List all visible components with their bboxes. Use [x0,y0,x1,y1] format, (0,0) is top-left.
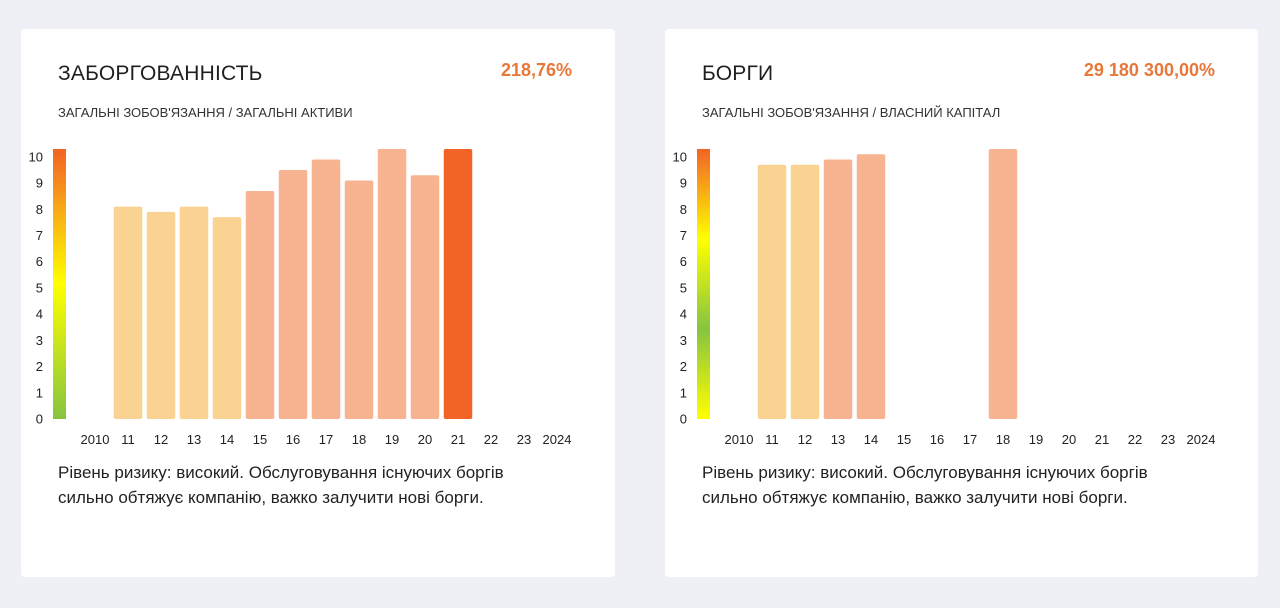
y-tick-label: 10 [29,149,43,164]
card-value: 218,76% [500,60,572,80]
card-title: БОРГИ [702,62,774,85]
x-tick-label: 23 [517,432,531,447]
x-tick-label: 22 [1128,432,1142,447]
bar [377,149,407,419]
bar [988,149,1018,419]
y-tick-label: 9 [680,176,687,191]
x-tick-label: 17 [963,432,977,447]
risk-scale-bar [53,149,66,419]
bar [856,154,886,419]
bar [113,206,143,419]
risk-description: Рівень ризику: високий. Обслуговування і… [702,463,1148,507]
y-tick-label: 2 [36,359,43,374]
y-tick-label: 7 [680,228,687,243]
x-tick-label: 18 [996,432,1010,447]
y-tick-label: 3 [680,333,687,348]
bar-chart: 0 1 2 3 4 5 6 7 8 9 10 2010 11 12 13 14 15 16 17 18 19 20 21 22… [665,139,1259,459]
bar [245,190,275,419]
y-tick-label: 1 [36,385,43,400]
x-tick-label: 15 [253,432,267,447]
risk-description: Рівень ризику: високий. Обслуговування і… [58,463,504,507]
y-tick-label: 10 [673,149,687,164]
x-tick-label: 2010 [725,432,754,447]
y-tick-label: 8 [680,202,687,217]
x-tick-label: 13 [831,432,845,447]
y-tick-label: 0 [680,412,687,427]
x-tick-label: 12 [798,432,812,447]
x-tick-label: 20 [418,432,432,447]
bar [212,217,242,419]
x-tick-label: 2010 [81,432,110,447]
x-tick-label: 16 [930,432,944,447]
bar [443,149,473,419]
bar-chart: 0 1 2 3 4 5 6 7 8 9 10 2010 11 12 13 14 15 16 17 18 19 20 21 22… [21,139,615,459]
x-tick-label: 21 [1095,432,1109,447]
card-title: ЗАБОРГОВАННІСТЬ [58,62,263,85]
x-tick-label: 14 [864,432,878,447]
x-tick-label: 14 [220,432,234,447]
x-tick-label: 21 [451,432,465,447]
y-tick-label: 7 [36,228,43,243]
y-tick-label: 6 [36,254,43,269]
x-tick-label: 23 [1161,432,1175,447]
bar [410,175,440,419]
y-tick-label: 0 [36,412,43,427]
x-tick-label: 2024 [543,432,572,447]
y-tick-label: 9 [36,176,43,191]
x-tick-label: 12 [154,432,168,447]
x-tick-label: 11 [765,432,779,447]
y-tick-label: 4 [680,307,687,322]
x-tick-label: 22 [484,432,498,447]
x-tick-label: 11 [121,432,135,447]
bar [311,159,341,419]
bar [146,211,176,419]
y-tick-label: 3 [36,333,43,348]
y-tick-label: 5 [36,280,43,295]
bar [179,206,209,419]
card-subtitle: ЗАГАЛЬНІ ЗОБОВ'ЯЗАННЯ / ЗАГАЛЬНІ АКТИВИ [58,105,353,120]
x-tick-label: 20 [1062,432,1076,447]
x-tick-label: 15 [897,432,911,447]
card-value: 29 180 300,00% [1083,60,1215,80]
bar [278,169,308,419]
y-tick-label: 2 [680,359,687,374]
bar [757,164,787,419]
y-tick-label: 4 [36,307,43,322]
x-tick-label: 19 [1029,432,1043,447]
x-tick-label: 2024 [1187,432,1216,447]
debt-ratio-card: ЗАБОРГОВАННІСТЬ 218,76% ЗАГАЛЬНІ ЗОБОВ'Я… [21,29,615,577]
x-tick-label: 16 [286,432,300,447]
risk-scale-bar [697,149,710,419]
card-subtitle: ЗАГАЛЬНІ ЗОБОВ'ЯЗАННЯ / ВЛАСНИЙ КАПІТАЛ [702,105,1001,120]
y-tick-label: 8 [36,202,43,217]
x-tick-label: 17 [319,432,333,447]
x-tick-label: 19 [385,432,399,447]
bar [790,164,820,419]
y-tick-label: 5 [680,280,687,295]
x-tick-label: 18 [352,432,366,447]
bar [344,180,374,419]
x-tick-label: 13 [187,432,201,447]
debt-equity-card: БОРГИ 29 180 300,00% ЗАГАЛЬНІ ЗОБОВ'ЯЗАН… [665,29,1258,577]
bar [823,159,853,419]
y-tick-label: 1 [680,385,687,400]
y-tick-label: 6 [680,254,687,269]
